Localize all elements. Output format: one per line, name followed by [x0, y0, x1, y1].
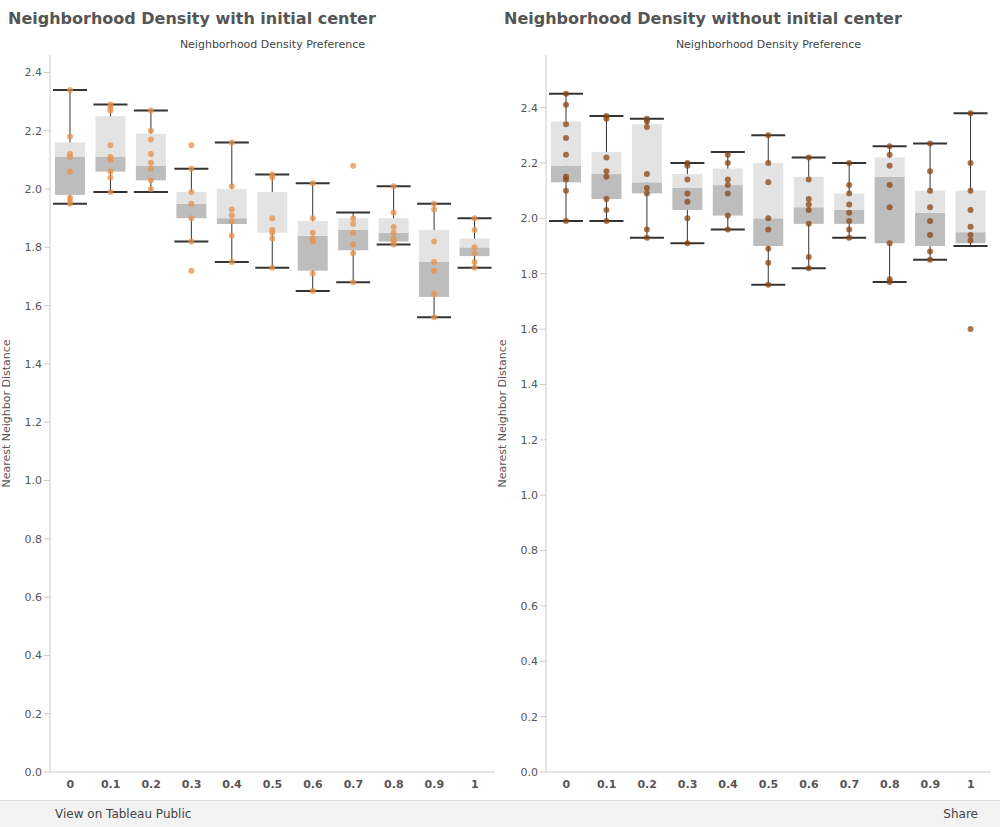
- svg-text:0.3: 0.3: [182, 778, 202, 791]
- svg-text:0.9: 0.9: [921, 778, 941, 791]
- svg-text:0.6: 0.6: [25, 591, 43, 604]
- svg-text:0.8: 0.8: [880, 778, 900, 791]
- html-text:Neighborhood Density without i: Neighborhood Density without initial cen…: [504, 9, 902, 28]
- svg-text:0: 0: [66, 778, 74, 791]
- svg-text:0.7: 0.7: [344, 778, 364, 791]
- svg-text:0.5: 0.5: [263, 778, 283, 791]
- svg-text:0.9: 0.9: [425, 778, 445, 791]
- svg-text:0.2: 0.2: [25, 708, 43, 721]
- svg-text:2.2: 2.2: [25, 125, 43, 138]
- svg-text:0.2: 0.2: [521, 711, 539, 724]
- svg-text:0.8: 0.8: [384, 778, 404, 791]
- html-text:View on Tableau Public: View on Tableau Public: [55, 807, 192, 821]
- svg-text:0.6: 0.6: [303, 778, 323, 791]
- svg-text:1.0: 1.0: [521, 489, 539, 502]
- html-text:Neighborhood Density Preferenc: Neighborhood Density Preference: [179, 38, 366, 51]
- svg-text:0.2: 0.2: [141, 778, 161, 791]
- svg-text:0.4: 0.4: [521, 655, 539, 668]
- svg-text:2.0: 2.0: [521, 212, 539, 225]
- svg-text:0.6: 0.6: [799, 778, 819, 791]
- svg-text:0.3: 0.3: [678, 778, 698, 791]
- svg-text:2.0: 2.0: [25, 183, 43, 196]
- svg-text:1.2: 1.2: [521, 434, 539, 447]
- svg-text:1.8: 1.8: [521, 268, 539, 281]
- svg-text:0.4: 0.4: [718, 778, 738, 791]
- svg-text:0.8: 0.8: [25, 533, 43, 546]
- svg-text:0.2: 0.2: [637, 778, 657, 791]
- svg-text:Nearest Neighbor Distance: Nearest Neighbor Distance: [8, 339, 13, 487]
- svg-text:2.2: 2.2: [521, 157, 539, 170]
- svg-text:0.0: 0.0: [521, 766, 539, 779]
- svg-text:1.4: 1.4: [25, 358, 43, 371]
- svg-text:2.4: 2.4: [521, 102, 539, 115]
- svg-text:1.2: 1.2: [25, 416, 43, 429]
- html-text:Share: Share: [943, 807, 978, 821]
- svg-text:0: 0: [562, 778, 570, 791]
- svg-text:1: 1: [967, 778, 975, 791]
- svg-text:Nearest Neighbor Distance: Nearest Neighbor Distance: [496, 339, 509, 487]
- svg-text:1.6: 1.6: [521, 323, 539, 336]
- svg-text:1: 1: [471, 778, 479, 791]
- svg-text:1.4: 1.4: [521, 378, 539, 391]
- svg-text:0.6: 0.6: [521, 600, 539, 613]
- svg-text:0.0: 0.0: [25, 766, 43, 779]
- svg-text:0.8: 0.8: [521, 544, 539, 557]
- html-text:Neighborhood Density Preferenc: Neighborhood Density Preference: [675, 38, 862, 51]
- svg-text:0.1: 0.1: [101, 778, 121, 791]
- svg-text:1.8: 1.8: [25, 241, 43, 254]
- html-text:Neighborhood Density with init: Neighborhood Density with initial center: [8, 9, 376, 28]
- svg-text:0.4: 0.4: [25, 649, 43, 662]
- svg-text:0.5: 0.5: [759, 778, 779, 791]
- svg-text:1.0: 1.0: [25, 474, 43, 487]
- svg-text:2.4: 2.4: [25, 66, 43, 79]
- svg-text:0.7: 0.7: [840, 778, 860, 791]
- svg-text:1.6: 1.6: [25, 300, 43, 313]
- svg-text:0.4: 0.4: [222, 778, 242, 791]
- svg-text:0.1: 0.1: [597, 778, 617, 791]
